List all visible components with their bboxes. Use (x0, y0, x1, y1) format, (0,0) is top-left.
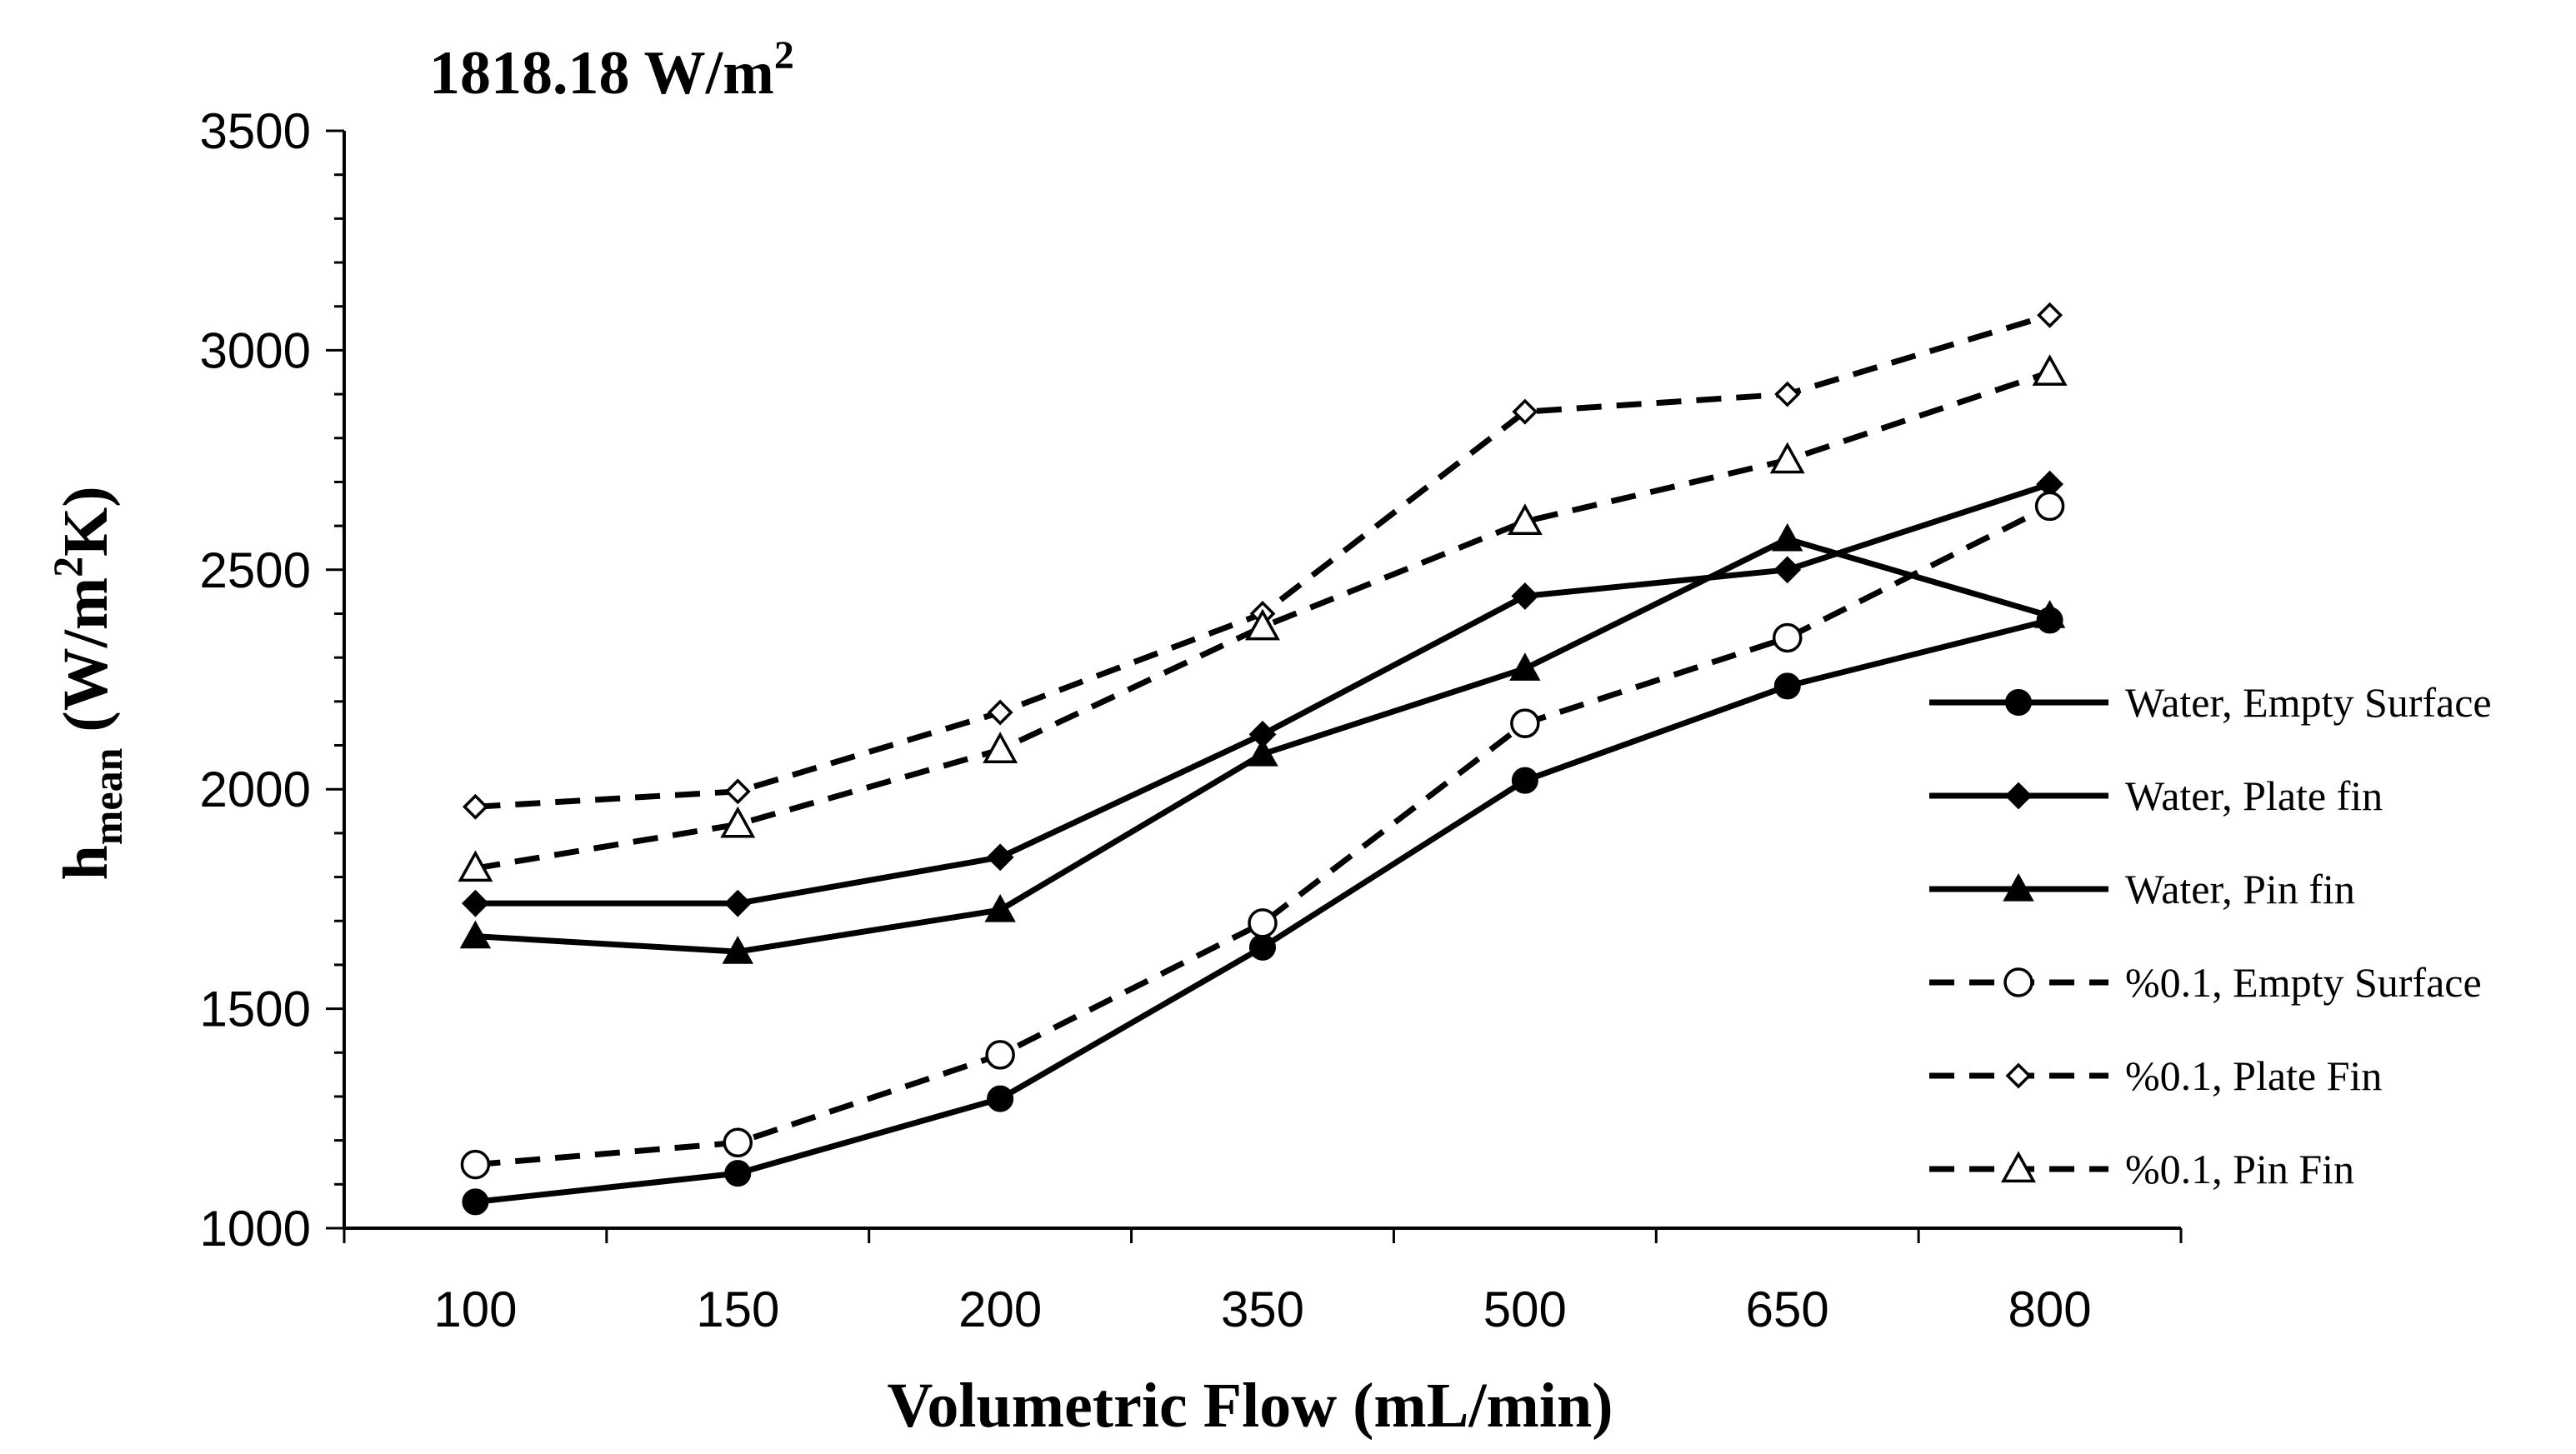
y-axis-label-main: h (51, 845, 121, 880)
data-point-marker (985, 1040, 1015, 1070)
data-point-marker (1772, 622, 1803, 653)
data-point-marker (462, 889, 489, 917)
axes: 1000 1500 2000 2500 3000 3500 100 150 200 350 500 6… (200, 103, 2183, 1337)
data-point-marker (1509, 652, 1541, 681)
data-point-marker (1507, 503, 1543, 536)
y-tick-label: 1000 (200, 1201, 311, 1257)
data-point-marker (1511, 582, 1539, 610)
series-3 (459, 522, 2066, 964)
data-point-marker (1769, 442, 1805, 474)
data-point-marker (1248, 908, 1278, 938)
data-point-marker (983, 732, 1018, 763)
data-point-marker (723, 889, 752, 917)
legend-marker (2001, 1151, 2036, 1183)
legend-marker (2005, 1062, 2032, 1089)
legend-entry: Water, Pin fin (1929, 866, 2355, 912)
legend-label: %0.1, Pin Fin (2125, 1146, 2354, 1192)
data-point-marker (1249, 933, 1276, 961)
data-point-marker (460, 1149, 491, 1180)
series-4 (460, 491, 2065, 1180)
y-tick-label: 2000 (200, 762, 311, 817)
legend-marker (2005, 689, 2032, 716)
chart-title: 1818.18 W/m2 (429, 33, 794, 107)
data-point-marker (987, 699, 1013, 726)
series-6 (458, 354, 2068, 882)
legend-label: Water, Pin fin (2125, 866, 2355, 912)
data-point-marker (462, 1188, 489, 1216)
data-point-marker (462, 793, 488, 820)
legend-marker (2003, 967, 2033, 997)
data-point-marker (1772, 522, 1803, 552)
legend-label: Water, Plate fin (2125, 772, 2383, 819)
x-tick-label: 800 (2008, 1282, 2092, 1337)
data-point-marker (2034, 491, 2065, 522)
legend-label: %0.1, Empty Surface (2125, 959, 2482, 1006)
data-point-marker (1773, 556, 1802, 584)
y-axis-label-sub: mean (84, 747, 131, 845)
y-axis-label-unit-sup: 2 (44, 557, 91, 577)
y-tick-label: 1500 (200, 982, 311, 1037)
data-point-marker (459, 920, 492, 949)
data-point-marker (724, 1160, 752, 1187)
data-point-marker (1773, 672, 1801, 700)
data-point-marker (1511, 767, 1538, 794)
x-tick-label: 500 (1483, 1282, 1567, 1337)
legend-marker (2004, 782, 2033, 810)
y-axis-label-unit-post: K) (51, 486, 121, 556)
y-axis-label: hmean (W/m2K) (44, 486, 131, 880)
data-point-marker (722, 936, 753, 964)
x-tick-label: 100 (433, 1282, 517, 1337)
legend: Water, Empty Surface Water, Plate fin Wate… (1929, 679, 2492, 1192)
data-point-marker (984, 894, 1016, 922)
data-point-marker (1774, 381, 1801, 407)
legend-entry: Water, Empty Surface (1929, 679, 2492, 726)
data-point-marker (1245, 608, 1280, 641)
legend-entry: %0.1, Empty Surface (1929, 959, 2482, 1006)
series-layer (458, 302, 2068, 1216)
data-point-marker (720, 806, 756, 838)
data-point-marker (2037, 302, 2063, 328)
y-axis-label-unit: (W/m (51, 577, 121, 748)
chart-title-sup: 2 (774, 33, 794, 77)
legend-label: %0.1, Plate Fin (2125, 1052, 2382, 1099)
legend-marker (2003, 872, 2034, 902)
data-point-marker (1510, 708, 1540, 738)
y-tick-label: 3500 (200, 103, 311, 159)
data-point-marker (987, 1085, 1014, 1112)
legend-entry: %0.1, Plate Fin (1929, 1052, 2382, 1099)
data-point-marker (986, 843, 1014, 872)
data-point-marker (724, 778, 751, 805)
y-tick-label: 2500 (200, 542, 311, 598)
chart-title-main: 1818.18 W/m (429, 39, 774, 107)
x-tick-label: 200 (958, 1282, 1042, 1337)
data-point-marker (2033, 600, 2066, 628)
x-tick-label: 650 (1746, 1282, 1829, 1337)
legend-label: Water, Empty Surface (2125, 679, 2492, 726)
data-point-marker (458, 850, 493, 882)
data-point-marker (1247, 737, 1278, 767)
data-point-marker (2032, 354, 2068, 386)
legend-entry: Water, Plate fin (1929, 772, 2383, 819)
data-point-marker (1512, 398, 1538, 425)
legend-entry: %0.1, Pin Fin (1929, 1146, 2354, 1192)
x-tick-label: 350 (1221, 1282, 1304, 1337)
data-point-marker (723, 1127, 753, 1158)
y-tick-label: 3000 (200, 322, 311, 378)
x-tick-label: 150 (696, 1282, 779, 1337)
x-axis-label: Volumetric Flow (mL/min) (887, 1371, 1613, 1441)
